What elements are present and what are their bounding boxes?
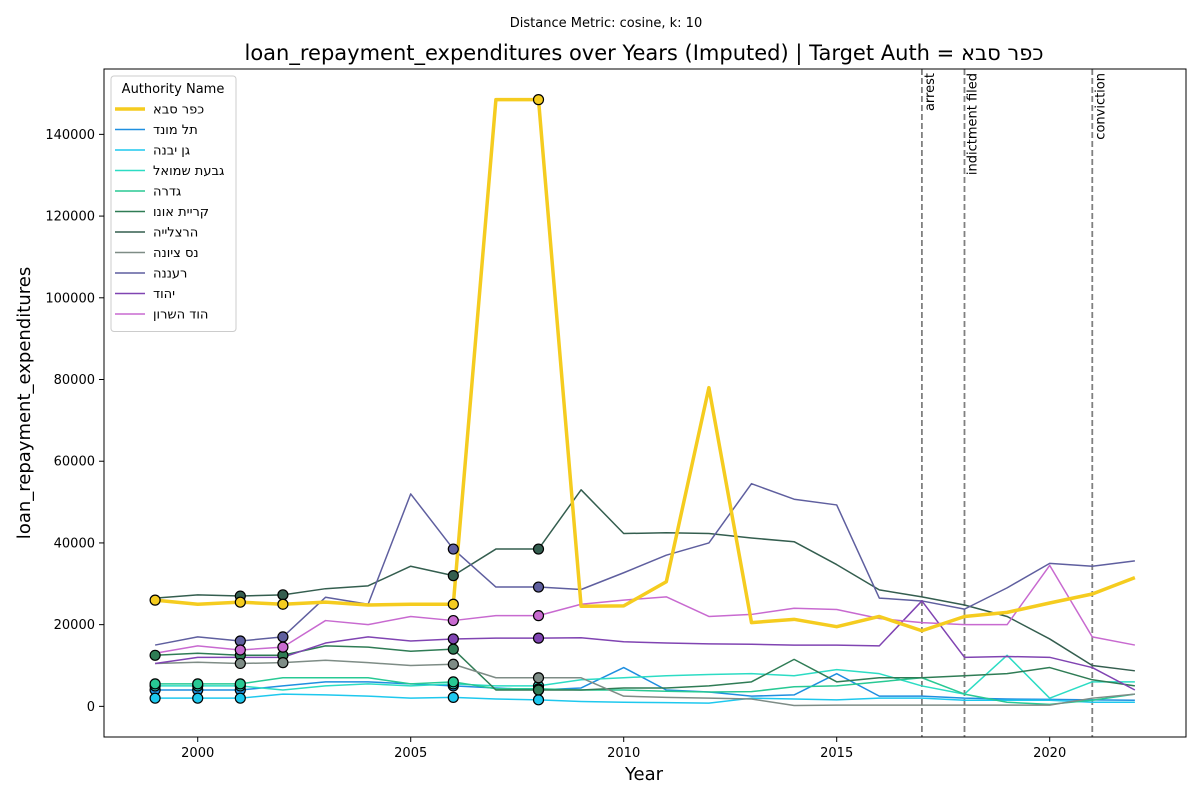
legend-title: Authority Name [122, 82, 225, 97]
y-axis: 0 20000 40000 60000 80000 100000 120000 140000 [45, 128, 104, 715]
y-tick-label: 0 [87, 700, 95, 715]
x-tick-label: 2010 [607, 746, 640, 761]
y-tick-label: 80000 [54, 373, 95, 388]
imputed-point [447, 676, 459, 688]
legend-label: גן יבנה [153, 144, 190, 159]
imputed-point [447, 543, 459, 555]
imputed-point [149, 692, 161, 704]
chart-subtitle: Distance Metric: cosine, k: 10 [510, 16, 702, 31]
series-line [155, 600, 1136, 691]
imputed-point [532, 543, 545, 555]
series-line [155, 659, 1135, 707]
imputed-point [234, 692, 246, 704]
x-tick-label: 2020 [1033, 746, 1066, 761]
series-line [155, 666, 1135, 701]
series-line [154, 97, 1136, 633]
imputed-point [447, 614, 459, 627]
imputed-point [277, 589, 289, 601]
series-line [155, 654, 1135, 699]
imputed-point [234, 657, 246, 670]
x-tick-label: 2005 [394, 746, 427, 761]
legend-label: גבעת שמואל [153, 164, 224, 179]
event-label: conviction [1093, 73, 1108, 140]
imputed-point [447, 633, 459, 645]
series-line [154, 564, 1136, 654]
legend-label: גדרה [153, 185, 181, 200]
x-tick-label: 2000 [181, 746, 214, 761]
imputed-point [192, 692, 204, 704]
plot-area: arrest indictment filed conviction [149, 69, 1136, 737]
imputed-point [234, 678, 246, 690]
imputed-point [447, 658, 459, 670]
imputed-point [447, 598, 459, 610]
series-line [155, 677, 1135, 706]
series-line [155, 645, 1135, 691]
imputed-point [532, 672, 545, 684]
imputed-point [447, 643, 459, 655]
imputed-point [149, 594, 161, 606]
y-tick-label: 100000 [45, 291, 95, 306]
x-axis: 2000 2005 2010 2015 2020 [181, 737, 1066, 761]
x-axis-label: Year [624, 764, 664, 785]
series-line [155, 489, 1135, 672]
legend-label: הרצלייה [153, 226, 198, 241]
imputed-point [149, 649, 161, 661]
legend-label: יהוד [153, 287, 175, 302]
plot-frame [103, 68, 1187, 738]
y-tick-label: 20000 [54, 618, 95, 633]
imputed-point [277, 641, 289, 653]
chart-title: loan_repayment_expenditures over Years (… [245, 41, 1044, 66]
imputed-point [234, 596, 246, 608]
imputed-point [532, 610, 545, 622]
imputed-point [532, 632, 545, 644]
x-tick-label: 2015 [820, 746, 853, 761]
imputed-point [532, 694, 545, 706]
imputed-point [192, 678, 204, 690]
legend-label: תל מונד [153, 123, 198, 138]
y-tick-label: 120000 [45, 210, 95, 225]
imputed-point [532, 684, 545, 696]
imputed-point [447, 570, 459, 582]
imputed-point [447, 691, 459, 703]
series-line [155, 693, 1135, 704]
y-tick-label: 140000 [45, 128, 95, 143]
y-tick-label: 60000 [54, 455, 95, 470]
imputed-point [532, 94, 545, 106]
series-line [154, 482, 1135, 646]
imputed-point [532, 581, 545, 593]
y-tick-label: 40000 [54, 536, 95, 551]
event-label: indictment filed [965, 73, 980, 175]
imputed-point [234, 644, 246, 656]
legend: Authority Name כפר סבא תל מונד גן יבנה גבעת … [110, 75, 237, 332]
legend-label: רעננה [153, 267, 187, 282]
imputed-point [277, 631, 289, 643]
y-axis-label: loan_repayment_expenditures [14, 267, 35, 539]
legend-label: כפר סבא [153, 103, 204, 118]
imputed-point [277, 598, 289, 610]
legend-label: נס ציונה [153, 246, 199, 261]
event-label: arrest [923, 73, 938, 111]
legend-label: הוד השרון [153, 308, 208, 323]
imputed-point [277, 657, 289, 669]
legend-label: קריית אונו [153, 205, 209, 220]
imputed-point [149, 678, 161, 690]
legend-box [110, 75, 237, 332]
